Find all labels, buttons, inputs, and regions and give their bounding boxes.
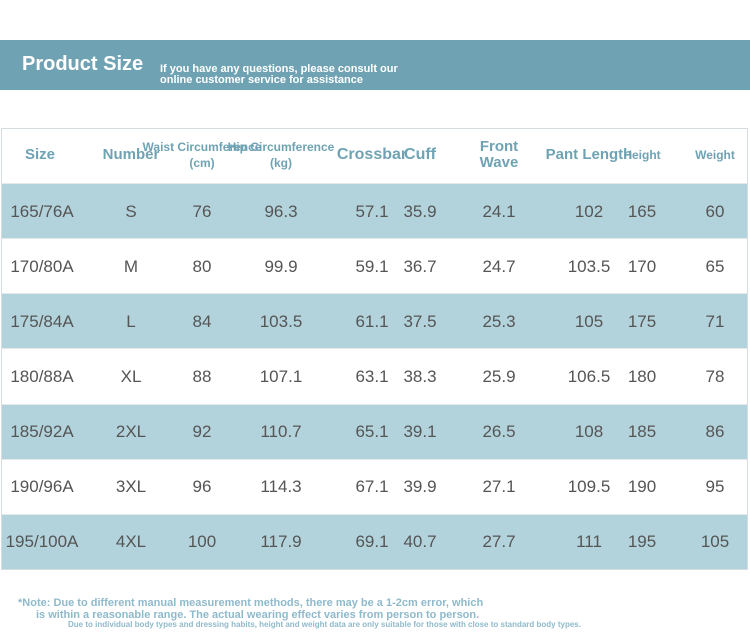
table-cell: 108 (574, 422, 604, 442)
table-cell: 60 (705, 201, 725, 221)
table-cell: S (125, 201, 137, 221)
table-cell: 38.3 (403, 366, 437, 386)
table-cell: 185/92A (10, 422, 74, 442)
table-cell: 109.5 (567, 477, 611, 497)
table-cell: 96 (192, 477, 212, 497)
note: Due to individual body types and dressin… (68, 620, 581, 629)
table-cell: 92 (192, 422, 212, 442)
table-cell: 59.1 (355, 256, 389, 276)
table-cell: 76 (192, 201, 212, 221)
table-cell: 195 (627, 532, 657, 552)
column-header: Pant Length (545, 146, 633, 163)
table-cell: 180 (627, 366, 657, 386)
table-cell: 99.9 (264, 256, 298, 276)
table-cell: 3XL (115, 477, 147, 497)
table-cell: 35.9 (403, 201, 437, 221)
table-cell: 86 (705, 422, 725, 442)
table-row: 190/96A 3XL 96 114.3 67.1 39.9 27.1 109.5 190 95 (2, 458, 747, 514)
table-cell: 25.3 (482, 311, 516, 331)
table-cell: 95 (705, 477, 725, 497)
table-cell: 117.9 (260, 532, 302, 552)
column-header: Cuff (404, 146, 436, 163)
subtitle: If you have any questions, please consul… (160, 63, 398, 75)
table-cell: 165 (627, 201, 657, 221)
table-cell: 27.1 (482, 477, 516, 497)
table-cell: 78 (705, 366, 725, 386)
table-row: 165/76A S 76 96.3 57.1 35.9 24.1 102 165 60 (2, 183, 747, 239)
table-cell: 88 (192, 366, 212, 386)
table-cell: 190 (627, 477, 657, 497)
table-cell: 175 (627, 311, 657, 331)
table-cell: 40.7 (403, 532, 437, 552)
table-cell: 100 (187, 532, 217, 552)
table-row: 185/92A 2XL 92 110.7 65.1 39.1 26.5 108 185 86 (2, 403, 747, 459)
table-cell: 39.1 (403, 422, 437, 442)
table-row: 195/100A 4XL 100 117.9 69.1 40.7 27.7 111 195 105 (2, 513, 747, 569)
table-cell: 26.5 (482, 422, 516, 442)
table-cell: 24.1 (482, 201, 516, 221)
table-cell: 27.7 (482, 532, 516, 552)
table-cell: 190/96A (10, 477, 74, 497)
column-header: Hip Circumference (kg) (227, 140, 335, 170)
table-cell: 24.7 (482, 256, 516, 276)
table-row: 180/88A XL 88 107.1 63.1 38.3 25.9 106.5 180 78 (2, 348, 747, 404)
table-cell: 39.9 (403, 477, 437, 497)
subtitle: online customer service for assistance (160, 74, 363, 86)
table-cell: 103.5 (567, 256, 611, 276)
table-cell: 36.7 (403, 256, 437, 276)
title: Product Size (22, 53, 144, 75)
table-cell: 71 (705, 311, 725, 331)
table-row: 170/80A M 80 99.9 59.1 36.7 24.7 103.5 170 65 (2, 238, 747, 294)
table-cell: 185 (627, 422, 657, 442)
table-cell: 96.3 (264, 201, 298, 221)
table-cell: L (126, 311, 136, 331)
table-cell: XL (120, 366, 142, 386)
table-cell: 103.5 (259, 311, 303, 331)
column-header: Crossbar (336, 146, 408, 163)
table-cell: 69.1 (355, 532, 389, 552)
table-cell: 2XL (115, 422, 147, 442)
table-cell: 195/100A (5, 532, 79, 552)
table-cell: 63.1 (355, 366, 389, 386)
table-cell: 105 (700, 532, 730, 552)
table-cell: 107.1 (259, 366, 303, 386)
column-header: Height (623, 148, 661, 162)
header-row: Size Number Waist Circumference (cm) Hip Ci… (2, 129, 747, 183)
table-cell: 180/88A (10, 366, 74, 386)
table-cell: 102 (574, 201, 604, 221)
table-cell: 110.7 (260, 422, 302, 442)
note: *Note: Due to different manual measureme… (18, 597, 484, 609)
table-cell: 175/84A (10, 311, 74, 331)
table-cell: 61.1 (355, 311, 389, 331)
table-row: 175/84A L 84 103.5 61.1 37.5 25.3 105 175 71 (2, 293, 747, 349)
column-header: Waist Circumference (cm) (142, 140, 262, 170)
column-header: Weight (695, 148, 735, 162)
table-cell: 111 (576, 532, 602, 552)
table-cell: 165/76A (10, 201, 74, 221)
table-cell: 65.1 (355, 422, 389, 442)
note: is within a reasonable range. The actual… (36, 609, 480, 621)
table-cell: 114.3 (260, 477, 302, 497)
column-header: Front Wave (479, 138, 519, 171)
table-cell: 4XL (115, 532, 147, 552)
column-header: Size (24, 146, 56, 163)
table-cell: 84 (192, 311, 212, 331)
column-header: Number (102, 146, 160, 163)
table-cell: M (123, 256, 139, 276)
table-cell: 65 (705, 256, 725, 276)
banner: Product Size If you have any questions, … (0, 40, 750, 90)
table-cell: 80 (192, 256, 212, 276)
table-cell: 67.1 (355, 477, 389, 497)
table-cell: 57.1 (355, 201, 389, 221)
size-table: Size Number Waist Circumference (cm) Hip Ci… (1, 128, 748, 570)
table-cell: 105 (574, 311, 604, 331)
table-cell: 37.5 (403, 311, 437, 331)
table-cell: 170 (627, 256, 657, 276)
table-cell: 106.5 (567, 366, 611, 386)
table-cell: 170/80A (10, 256, 74, 276)
table-cell: 25.9 (482, 366, 516, 386)
